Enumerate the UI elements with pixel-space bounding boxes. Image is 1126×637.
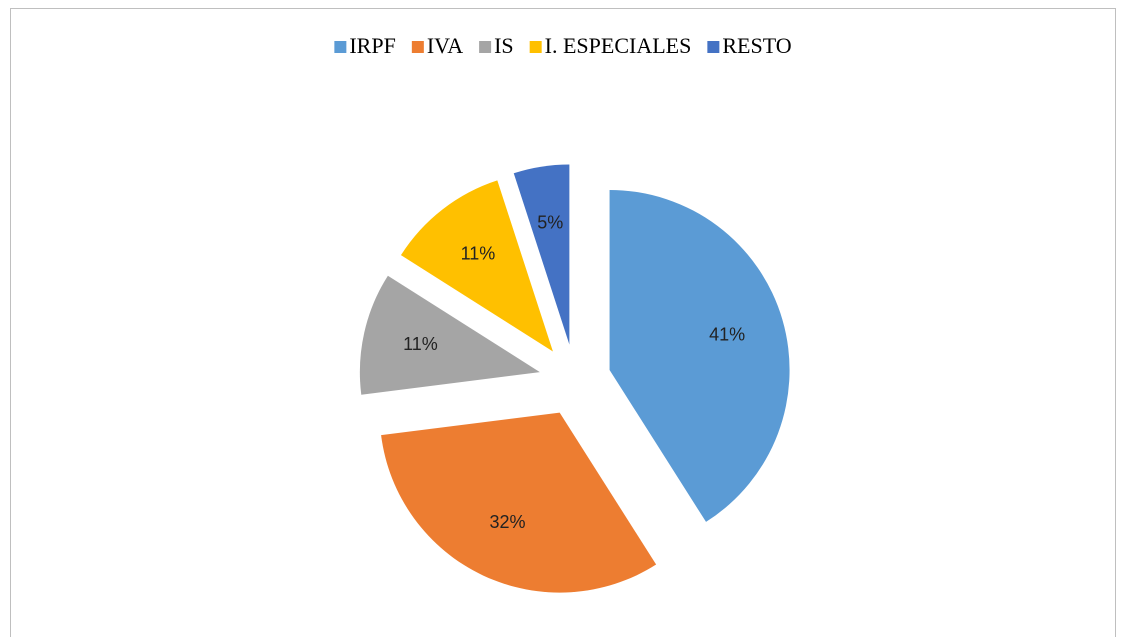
pie-slice xyxy=(513,164,570,345)
pie-slice xyxy=(609,189,790,522)
pie-slice xyxy=(400,180,553,352)
legend: IRPF IVA IS I. ESPECIALES RESTO xyxy=(334,33,792,58)
pie-slice xyxy=(359,275,540,395)
pie: 41% 32% 11% 11% 5% xyxy=(359,164,790,593)
legend-swatch xyxy=(411,41,424,53)
data-label: 11% xyxy=(461,244,496,264)
legend-label: IRPF xyxy=(349,33,395,58)
data-label: 11% xyxy=(403,334,438,354)
legend-label: RESTO xyxy=(722,33,791,58)
legend-swatch xyxy=(529,41,542,53)
legend-swatch xyxy=(479,41,492,53)
legend-swatch xyxy=(334,41,347,53)
pie-slice xyxy=(381,412,657,593)
legend-label: I. ESPECIALES xyxy=(545,33,692,58)
data-label: 32% xyxy=(490,512,526,532)
legend-label: IS xyxy=(494,33,514,58)
data-label: 5% xyxy=(537,212,563,232)
data-label: 41% xyxy=(709,325,745,345)
legend-swatch xyxy=(707,41,720,53)
legend-label: IVA xyxy=(427,33,463,58)
